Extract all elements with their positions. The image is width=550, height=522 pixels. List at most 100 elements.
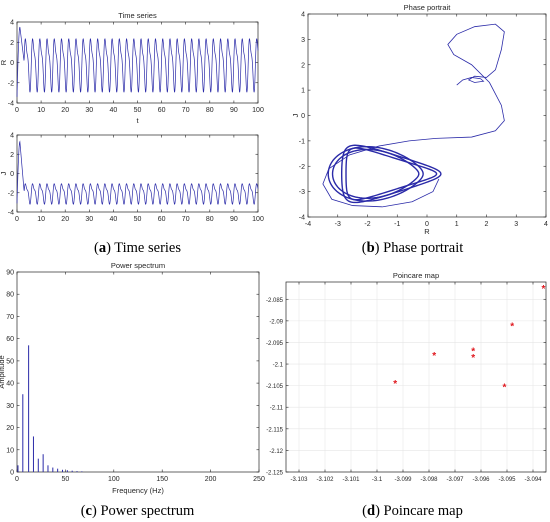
y-axis-label: J bbox=[0, 171, 8, 175]
series-attractor bbox=[345, 147, 438, 201]
x-tick-label: 0 bbox=[15, 476, 19, 483]
x-tick-label: 50 bbox=[134, 216, 142, 223]
x-tick-label: -3.103 bbox=[290, 477, 308, 483]
x-tick-label: -2 bbox=[364, 221, 370, 228]
y-tick-label: -2.105 bbox=[266, 384, 284, 390]
chart-power-spectrum: 0 50 100 150 200 250 0 10 20 30 40 50 60 70 80 90 Power … bbox=[0, 261, 265, 495]
y-tick-label: 0 bbox=[10, 171, 14, 178]
x-tick-label: 80 bbox=[206, 216, 214, 223]
y-tick-label: 50 bbox=[6, 358, 14, 365]
x-tick-label: 100 bbox=[252, 107, 264, 114]
y-tick-label: 60 bbox=[6, 336, 14, 343]
y-tick-label: 2 bbox=[10, 40, 14, 47]
x-tick-label: -3.096 bbox=[472, 477, 490, 483]
y-tick-label: 4 bbox=[10, 133, 14, 140]
x-tick-label: 70 bbox=[182, 216, 190, 223]
y-tick-label: -2 bbox=[8, 190, 14, 197]
x-axis-label: R bbox=[424, 227, 430, 236]
x-tick-label: -1 bbox=[394, 221, 400, 228]
x-tick-label: 200 bbox=[205, 476, 217, 483]
x-tick-label: 100 bbox=[252, 216, 264, 223]
caption-d: (d) Poincare map bbox=[362, 503, 463, 519]
x-tick-label: 10 bbox=[37, 107, 45, 114]
chart-title: Power spectrum bbox=[111, 261, 165, 270]
x-tick-label: -3 bbox=[335, 221, 341, 228]
x-tick-label: 40 bbox=[110, 216, 118, 223]
x-tick-label: 50 bbox=[134, 107, 142, 114]
x-tick-label: 1 bbox=[455, 221, 459, 228]
x-tick-label: 100 bbox=[108, 476, 120, 483]
poincare-point: * bbox=[510, 322, 514, 333]
series-line bbox=[16, 140, 259, 205]
poincare-point: * bbox=[541, 284, 545, 295]
y-tick-label: 2 bbox=[10, 152, 14, 159]
chart-title: Phase portrait bbox=[404, 3, 452, 12]
plot-frame bbox=[307, 13, 547, 218]
x-tick-label: 50 bbox=[62, 476, 70, 483]
y-tick-label: 20 bbox=[6, 425, 14, 432]
x-tick-label: -3.1 bbox=[372, 477, 383, 483]
plot-frame bbox=[16, 271, 260, 473]
y-tick-label: 2 bbox=[301, 62, 305, 69]
y-tick-label: -2.09 bbox=[269, 319, 283, 325]
y-tick-label: 90 bbox=[6, 270, 14, 277]
y-tick-label: 0 bbox=[10, 470, 14, 477]
poincare-point: * bbox=[502, 382, 506, 393]
y-tick-label: 80 bbox=[6, 292, 14, 299]
caption-a: (a) Time series bbox=[93, 240, 182, 256]
x-tick-label: -3.095 bbox=[498, 477, 516, 483]
y-axis-label: J bbox=[291, 113, 300, 117]
chart-timeseries-j: 0 10 20 30 40 50 60 70 80 90 100 -4 -2 0 2 4 J bbox=[0, 133, 264, 224]
y-tick-label: -2.085 bbox=[266, 298, 284, 304]
y-tick-label: -1 bbox=[299, 138, 305, 145]
y-tick-label: -4 bbox=[8, 210, 14, 217]
chart-timeseries-r: 0 10 20 30 40 50 60 70 80 90 100 -4 -2 0 2 4 Time series… bbox=[0, 11, 264, 125]
y-tick-label: -2.095 bbox=[266, 341, 284, 347]
chart-title: Time series bbox=[118, 11, 157, 20]
y-tick-label: -2 bbox=[299, 164, 305, 171]
series-attractor bbox=[340, 144, 442, 204]
plot-frame bbox=[285, 281, 547, 473]
x-tick-label: 90 bbox=[230, 107, 238, 114]
x-tick-label: 70 bbox=[182, 107, 190, 114]
y-tick-label: -2.12 bbox=[269, 449, 283, 455]
x-tick-label: 0 bbox=[15, 216, 19, 223]
chart-phase-portrait: -4 -3 -2 -1 0 1 2 3 4 -4 -3 -2 -1 0 1 2 3 4 Phase portrait… bbox=[291, 3, 548, 236]
y-tick-label: -2.125 bbox=[266, 471, 284, 477]
x-tick-label: 30 bbox=[85, 107, 93, 114]
x-tick-label: 40 bbox=[110, 107, 118, 114]
x-tick-label: -3.101 bbox=[342, 477, 360, 483]
x-tick-label: 60 bbox=[158, 216, 166, 223]
y-tick-label: 1 bbox=[301, 88, 305, 95]
x-tick-label: 150 bbox=[156, 476, 168, 483]
x-tick-label: -3.102 bbox=[316, 477, 334, 483]
x-tick-label: 0 bbox=[15, 107, 19, 114]
x-tick-label: 4 bbox=[544, 221, 548, 228]
y-tick-label: 3 bbox=[301, 37, 305, 44]
x-tick-label: 30 bbox=[85, 216, 93, 223]
chart-poincare-map: -3.103 -3.102 -3.101 -3.1 -3.099 -3.098 -3.097… bbox=[266, 271, 547, 483]
y-tick-label: 70 bbox=[6, 314, 14, 321]
poincare-point: * bbox=[393, 379, 397, 390]
caption-a-letter: a bbox=[98, 240, 107, 256]
caption-b: (b) Phase portrait bbox=[361, 240, 464, 256]
x-tick-label: 90 bbox=[230, 216, 238, 223]
y-tick-label: 30 bbox=[6, 403, 14, 410]
caption-c-letter: c bbox=[85, 503, 92, 519]
x-tick-label: 80 bbox=[206, 107, 214, 114]
series-line bbox=[16, 26, 259, 97]
series-transient bbox=[322, 23, 505, 208]
x-tick-label: -3.094 bbox=[524, 477, 542, 483]
x-axis-label: Frequency (Hz) bbox=[112, 486, 164, 495]
y-tick-label: 10 bbox=[6, 447, 14, 454]
x-tick-label: 60 bbox=[158, 107, 166, 114]
caption-d-text: Poincare map bbox=[383, 503, 463, 519]
y-tick-label: -3 bbox=[299, 189, 305, 196]
x-tick-label: -3.098 bbox=[420, 477, 438, 483]
poincare-point: * bbox=[432, 351, 436, 362]
x-tick-label: -3.099 bbox=[394, 477, 412, 483]
x-tick-label: 10 bbox=[37, 216, 45, 223]
x-tick-label: 2 bbox=[485, 221, 489, 228]
caption-b-letter: b bbox=[366, 240, 375, 256]
y-tick-label: 0 bbox=[301, 113, 305, 120]
